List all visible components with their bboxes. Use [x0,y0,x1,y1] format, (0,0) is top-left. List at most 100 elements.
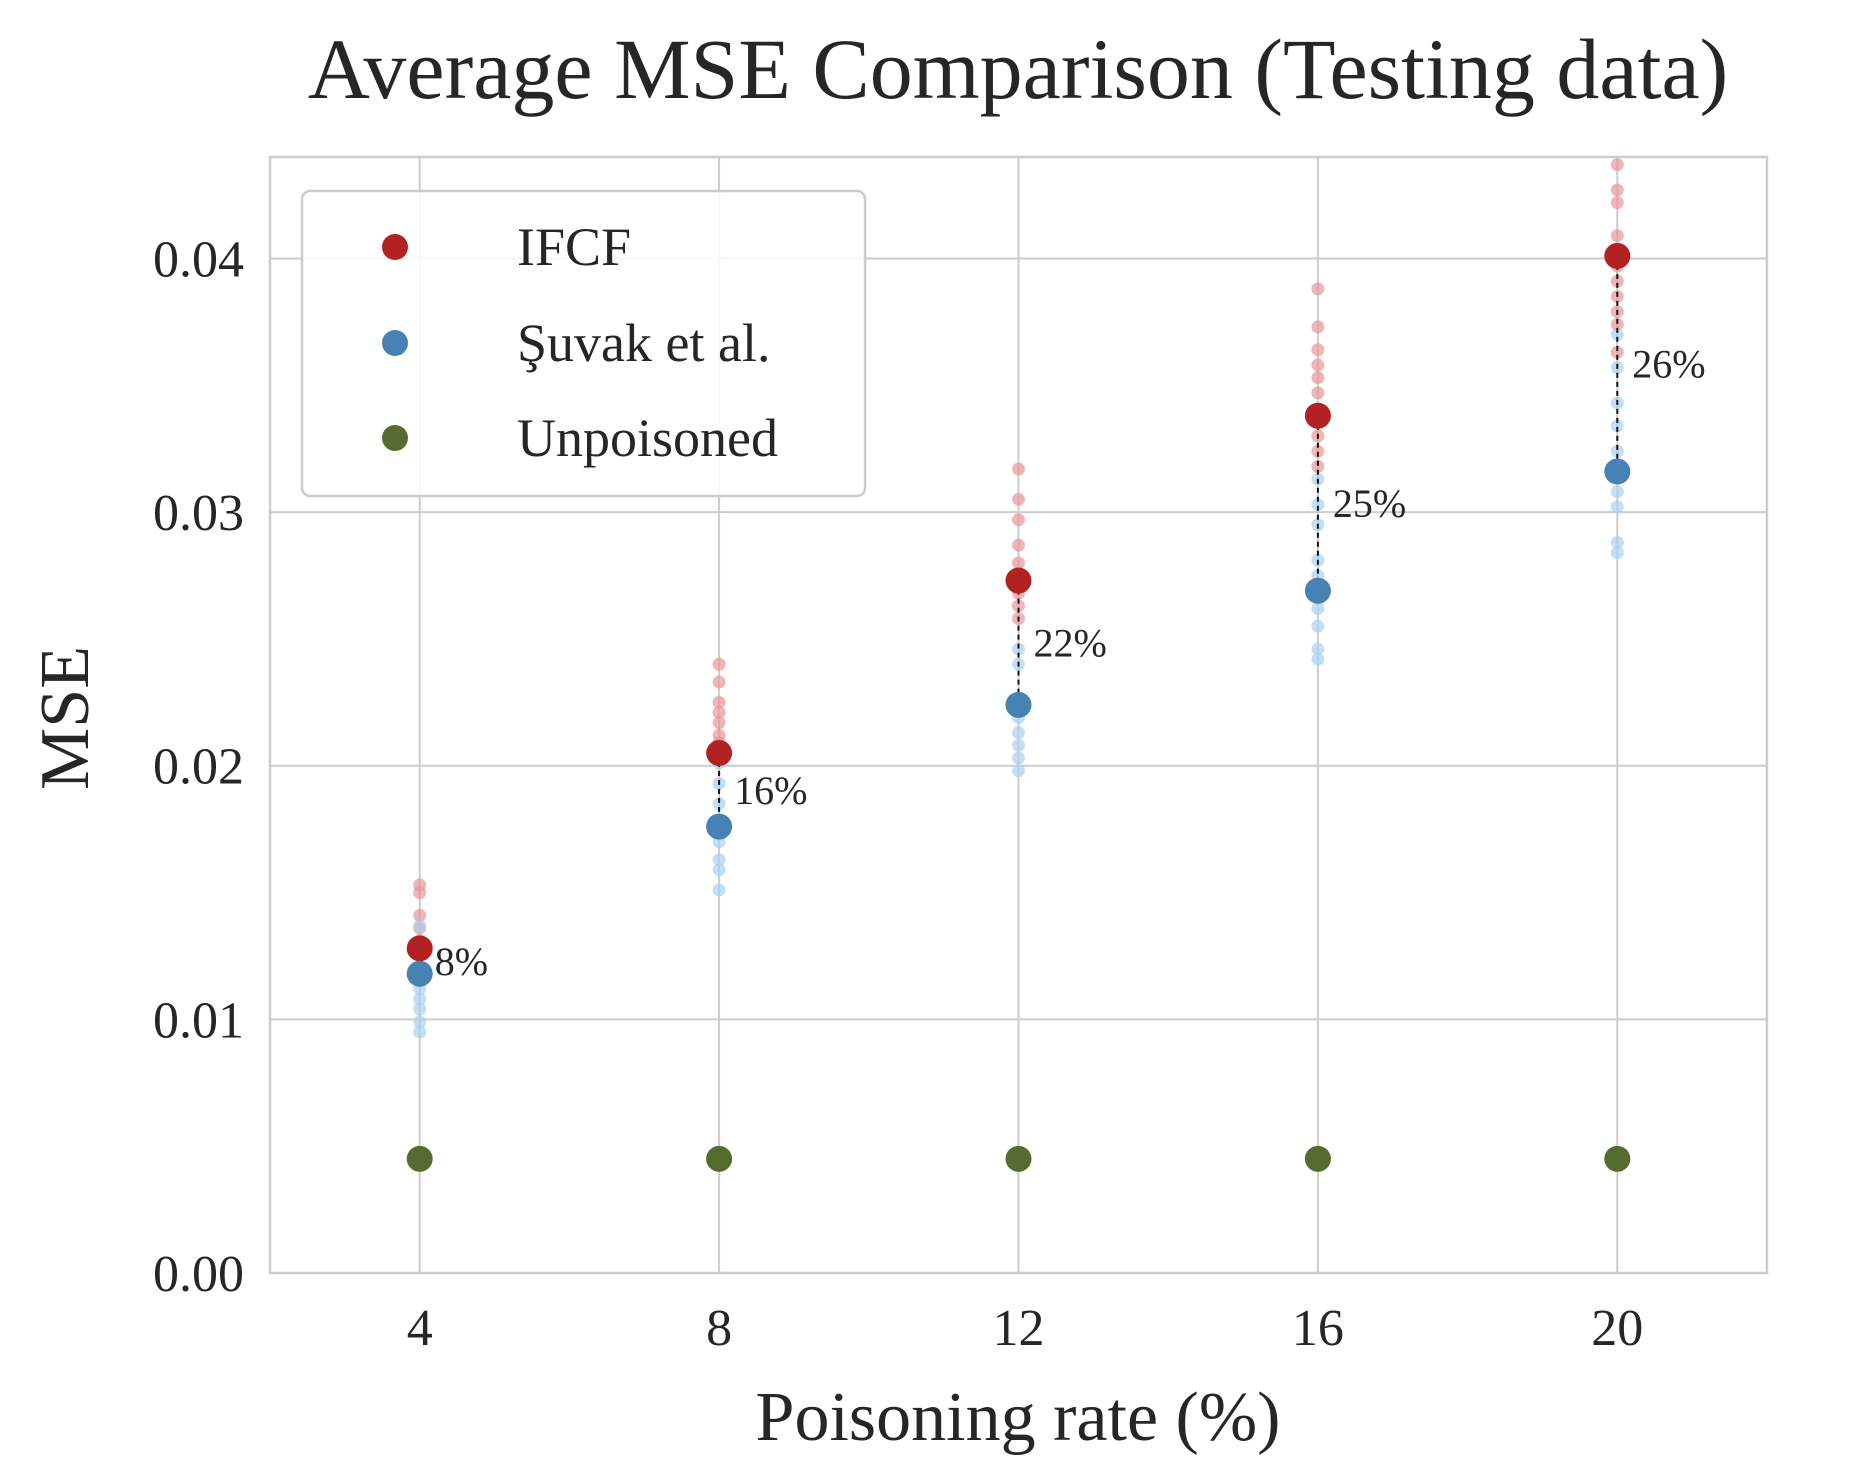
suvak-mean-point [406,960,433,987]
x-tick-label: 20 [1591,1300,1643,1357]
run-point-suvak [1610,328,1624,342]
x-axis-label: Poisoning rate (%) [756,1379,1281,1456]
suvak-mean-point [1604,458,1631,485]
run-point-ifcf [1311,386,1325,400]
run-point-suvak [1012,738,1025,752]
x-tick-label: 16 [1292,1300,1344,1357]
suvak-mean-point [1005,691,1032,718]
x-tick-label: 12 [993,1300,1045,1357]
run-point-suvak [413,1002,427,1016]
unpoisoned-point [1304,1145,1331,1172]
legend-marker-suvak [382,330,408,356]
x-tick-label: 4 [407,1300,433,1357]
plot-frame [268,155,1769,1275]
run-point-suvak [1012,751,1025,765]
improvement-label: 26% [1632,342,1705,387]
run-point-ifcf [1012,492,1025,506]
y-tick-label: 0.00 [153,1246,244,1303]
x-tick-label: 8 [706,1300,732,1357]
improvement-label: 8% [435,939,488,984]
unpoisoned-point [1005,1145,1032,1172]
run-point-ifcf [1311,371,1325,385]
improvement-label: 22% [1034,621,1107,666]
run-point-ifcf [1610,196,1624,210]
run-point-suvak [712,797,726,811]
run-point-ifcf [1610,345,1624,359]
run-point-suvak [1311,652,1325,666]
legend: IFCF Şuvak et al. Unpoisoned [300,189,867,498]
unpoisoned-point [706,1145,733,1172]
run-point-ifcf [1311,320,1325,334]
improvement-annotations: 8% 16% 22% 25% 26% [435,342,1706,984]
run-point-suvak [712,853,726,867]
run-point-suvak [1311,601,1325,615]
ifcf-mean-point [1304,402,1331,429]
run-point-suvak [413,919,427,933]
run-point-ifcf [712,657,726,671]
run-point-suvak [1610,485,1624,499]
ifcf-mean-point [406,935,433,962]
legend-marker-unpoisoned [382,425,408,451]
ifcf-mean-point [1005,567,1032,594]
run-point-suvak [712,863,726,877]
run-point-ifcf [1610,274,1624,288]
run-point-ifcf [1012,599,1025,613]
run-point-suvak [1311,619,1325,633]
run-point-suvak [1012,642,1025,656]
legend-marker-ifcf [382,234,408,260]
run-point-ifcf [1610,229,1624,243]
legend-label-unpoisoned: Unpoisoned [517,408,778,468]
chart-title: Average MSE Comparison (Testing data) [308,21,1729,117]
run-point-ifcf [1610,183,1624,197]
legend-label-ifcf: IFCF [517,217,631,277]
legend-box [300,189,867,498]
run-point-suvak [413,1015,427,1029]
suvak-mean-point [706,813,733,840]
run-point-ifcf [1610,158,1624,172]
run-point-suvak [1012,726,1025,740]
run-point-ifcf [1311,459,1325,473]
run-point-suvak [1311,642,1325,656]
suvak-mean-point [1304,577,1331,604]
run-point-ifcf [1012,462,1025,476]
run-point-suvak [413,1025,427,1039]
run-point-suvak [1311,497,1325,511]
run-point-ifcf [712,675,726,689]
ifcf-mean-point [1604,242,1631,269]
run-point-ifcf [1012,556,1025,570]
run-point-ifcf [712,695,726,709]
run-point-suvak [1610,500,1624,514]
run-point-suvak [1610,419,1624,433]
run-point-ifcf [1311,444,1325,458]
improvement-label: 16% [734,768,807,813]
run-point-suvak [1610,546,1624,560]
y-tick-label: 0.02 [153,739,244,796]
run-point-ifcf [1012,513,1025,527]
run-point-suvak [1610,536,1624,550]
ifcf-mean-point [706,740,733,767]
run-point-ifcf [1311,343,1325,357]
y-tick-label: 0.04 [153,231,244,288]
y-tick-labels: 0.00 0.01 0.02 0.03 0.04 [153,231,244,1303]
run-point-suvak [413,992,427,1006]
run-point-suvak [712,883,726,897]
unpoisoned-point [1604,1145,1631,1172]
y-tick-label: 0.03 [153,485,244,542]
unpoisoned-point [406,1145,433,1172]
run-point-suvak [1012,764,1025,778]
run-point-ifcf [413,886,427,900]
run-point-ifcf [413,908,427,922]
run-point-ifcf [1311,358,1325,372]
x-tick-labels: 4 8 12 16 20 [407,1300,1644,1357]
run-point-ifcf [712,716,726,730]
run-point-ifcf [1610,317,1624,331]
run-point-suvak [1610,444,1624,458]
y-axis-label: MSE [27,646,104,790]
improvement-label: 25% [1333,481,1406,526]
legend-label-suvak: Şuvak et al. [517,313,770,373]
run-point-ifcf [712,705,726,719]
y-tick-label: 0.01 [153,992,244,1049]
run-point-ifcf [1311,282,1325,296]
mean-markers [406,242,1631,1172]
